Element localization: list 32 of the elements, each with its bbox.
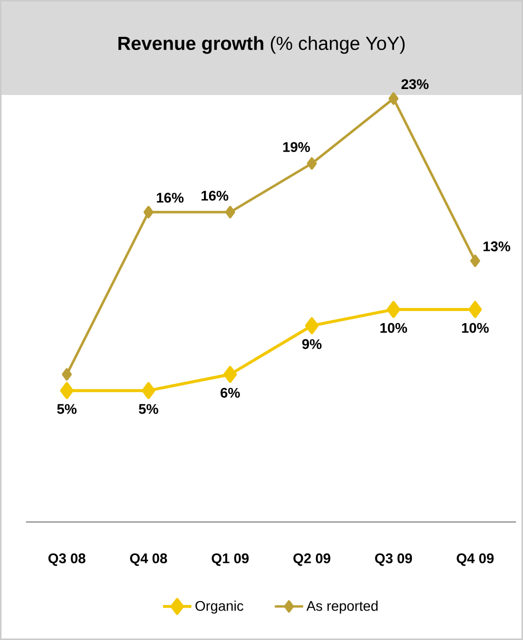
point bbox=[60, 382, 74, 400]
data-label: 9% bbox=[302, 339, 322, 350]
data-label: 13% bbox=[484, 241, 510, 252]
point bbox=[62, 368, 72, 381]
legend-label: Organic bbox=[195, 600, 244, 614]
x-tick-label: Q4 08 bbox=[130, 553, 168, 566]
data-label: 23% bbox=[401, 79, 429, 90]
point bbox=[144, 206, 154, 218]
x-tick-label: Q3 09 bbox=[375, 553, 412, 566]
data-label: 6% bbox=[220, 388, 240, 398]
x-tick-label: Q2 09 bbox=[293, 553, 330, 566]
point bbox=[306, 157, 317, 170]
data-label: 5% bbox=[57, 404, 77, 414]
point bbox=[305, 317, 319, 334]
point bbox=[470, 254, 480, 268]
x-tick-label: Q4 09 bbox=[456, 553, 494, 566]
data-label: 16% bbox=[202, 190, 228, 201]
chart-title: Revenue growth (% change YoY) bbox=[118, 36, 405, 54]
point bbox=[388, 92, 398, 105]
point bbox=[223, 366, 237, 383]
point bbox=[142, 382, 156, 400]
point bbox=[468, 301, 482, 318]
legend-label: As reported bbox=[306, 600, 378, 614]
point bbox=[225, 206, 236, 218]
data-label: 16% bbox=[156, 192, 184, 203]
data-label: 19% bbox=[283, 142, 310, 152]
data-label: 10% bbox=[462, 322, 489, 333]
data-label: 5% bbox=[138, 404, 158, 414]
x-tick-label: Q3 08 bbox=[48, 553, 86, 566]
x-tick-label: Q1 09 bbox=[212, 553, 249, 566]
data-label: 10% bbox=[380, 322, 408, 333]
point bbox=[386, 301, 400, 318]
